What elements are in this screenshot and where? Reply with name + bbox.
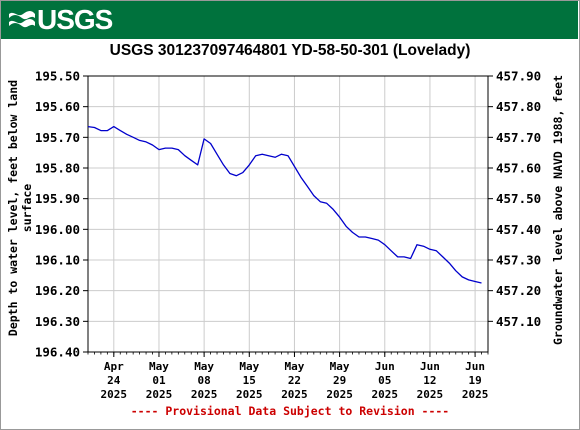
plot-area: [88, 76, 488, 352]
y-left-tick-label: 195.70: [35, 130, 80, 145]
x-tick-month: Jun: [465, 360, 485, 373]
plot-border: [87, 75, 489, 353]
usgs-logo[interactable]: USGS: [8, 4, 113, 35]
y-right-tick-label: 457.10: [496, 314, 541, 329]
y-left-tick-label: 195.90: [35, 191, 80, 206]
x-tick-year: 2025: [462, 388, 489, 401]
x-tick-month: Apr: [104, 360, 124, 373]
y-right-tick-label: 457.60: [496, 161, 541, 176]
usgs-logo-text: USGS: [37, 4, 113, 35]
x-tick-day: 01: [152, 374, 166, 387]
x-tick-month: May: [194, 360, 214, 373]
x-tick-month: May: [285, 360, 305, 373]
x-tick-month: May: [149, 360, 169, 373]
y-left-tick-label: 195.60: [35, 99, 80, 114]
x-tick-year: 2025: [191, 388, 218, 401]
x-tick-day: 15: [243, 374, 256, 387]
y-right-tick-label: 457.30: [496, 253, 541, 268]
y-right-tick-label: 457.90: [496, 69, 541, 84]
y-right-tick-label: 457.80: [496, 99, 541, 114]
x-tick-year: 2025: [417, 388, 444, 401]
x-tick-year: 2025: [326, 388, 353, 401]
x-tick-day: 08: [198, 374, 211, 387]
usgs-wave-icon: [9, 11, 35, 28]
x-tick-year: 2025: [372, 388, 399, 401]
y-left-tick-label: 195.50: [35, 69, 80, 84]
y-left-tick-label: 196.00: [35, 222, 80, 237]
chart-title: USGS 301237097464801 YD-58-50-301 (Lovel…: [109, 42, 471, 59]
y-right-tick-label: 457.40: [496, 222, 541, 237]
x-tick-day: 05: [378, 374, 391, 387]
y-right-tick-label: 457.20: [496, 283, 541, 298]
x-tick-day: 22: [288, 374, 301, 387]
y-left-tick-label: 196.20: [35, 283, 80, 298]
y-left-tick-label: 195.80: [35, 161, 80, 176]
provisional-note: ---- Provisional Data Subject to Revisio…: [130, 404, 450, 418]
x-tick-day: 29: [333, 374, 346, 387]
x-tick-month: Jun: [375, 360, 395, 373]
x-tick-month: May: [239, 360, 259, 373]
y-left-axis-label-line2: surface: [20, 184, 34, 233]
x-tick-year: 2025: [146, 388, 173, 401]
water-level-line: [87, 125, 482, 284]
y-left-tick-label: 196.30: [35, 314, 80, 329]
y-right-axis-label: Groundwater level above NAVD 1988, feet: [551, 75, 565, 345]
x-tick-year: 2025: [101, 388, 128, 401]
usgs-banner: USGS: [1, 1, 578, 39]
x-tick-day: 19: [468, 374, 481, 387]
x-tick-day: 24: [107, 374, 121, 387]
y-right-tick-label: 457.50: [496, 191, 541, 206]
y-left-axis-label-line1: Depth to water level, feet below land: [6, 80, 20, 336]
y-left-tick-label: 196.40: [35, 345, 80, 360]
x-tick-month: May: [330, 360, 350, 373]
y-left-axis-label: Depth to water level, feet below landsur…: [6, 80, 34, 336]
y-left-tick-label: 196.10: [35, 253, 80, 268]
x-tick-year: 2025: [236, 388, 263, 401]
x-tick-year: 2025: [281, 388, 308, 401]
y-right-tick-label: 457.70: [496, 130, 541, 145]
x-tick-day: 12: [423, 374, 436, 387]
x-tick-month: Jun: [420, 360, 440, 373]
